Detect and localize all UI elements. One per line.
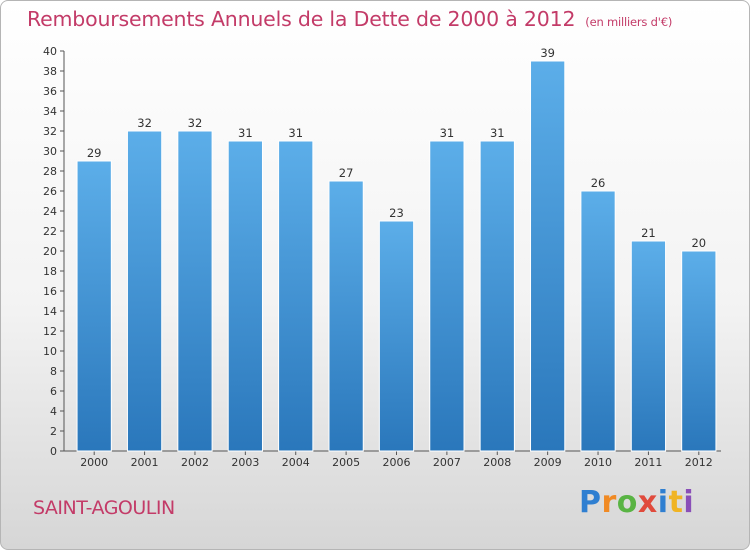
- y-tick-label: 10: [43, 345, 57, 358]
- bar-2006: [378, 220, 415, 452]
- data-label-2006: 23: [389, 206, 404, 220]
- y-tick-label: 14: [43, 305, 57, 318]
- y-tick-label: 12: [43, 325, 57, 338]
- y-tick-label: 16: [43, 285, 57, 298]
- y-tick-label: 8: [50, 365, 57, 378]
- y-tick-label: 30: [43, 145, 57, 158]
- bar-2010: [580, 190, 616, 452]
- bar-2007: [429, 140, 465, 452]
- x-tick-label: 2003: [231, 456, 259, 469]
- bar-2008: [479, 140, 515, 452]
- y-tick-label: 34: [43, 105, 57, 118]
- y-tick-label: 18: [43, 265, 57, 278]
- bar-2002: [177, 130, 213, 452]
- y-tick-label: 38: [43, 65, 57, 78]
- bar-2005: [328, 180, 364, 452]
- x-tick-label: 2002: [181, 456, 209, 469]
- x-tick-label: 2005: [332, 456, 360, 469]
- data-label-2001: 32: [137, 116, 152, 130]
- x-tick-label: 2000: [80, 456, 108, 469]
- y-tick-label: 22: [43, 225, 57, 238]
- y-tick-label: 28: [43, 165, 57, 178]
- data-label-2007: 31: [440, 126, 455, 140]
- data-label-2011: 21: [641, 226, 656, 240]
- data-label-2004: 31: [288, 126, 303, 140]
- y-tick-label: 24: [43, 205, 57, 218]
- y-tick-label: 2: [50, 425, 57, 438]
- y-tick-label: 32: [43, 125, 57, 138]
- proxiti-logo: Proxiti: [579, 485, 695, 520]
- data-label-2010: 26: [591, 176, 606, 190]
- data-label-2012: 20: [691, 236, 706, 250]
- y-tick-label: 0: [50, 445, 57, 458]
- town-name: SAINT-AGOULIN: [33, 497, 175, 519]
- axes: 0246810121416182022242628303234363840200…: [43, 45, 721, 469]
- chart-title: Remboursements Annuels de la Dette de 20…: [27, 7, 673, 31]
- bar-2000: [76, 160, 112, 452]
- data-label-2002: 32: [188, 116, 203, 130]
- data-label-2008: 31: [490, 126, 505, 140]
- y-tick-label: 4: [50, 405, 57, 418]
- data-label-2003: 31: [238, 126, 253, 140]
- data-labels: 29 32 32 31 31 27 23 31 31 39 26 21 20: [87, 46, 706, 250]
- data-label-2009: 39: [540, 46, 555, 60]
- bar-2012: [681, 250, 717, 452]
- x-tick-label: 2004: [282, 456, 310, 469]
- y-tick-label: 6: [50, 385, 57, 398]
- bar-2009: [530, 60, 566, 452]
- x-tick-label: 2011: [634, 456, 662, 469]
- bar-2001: [126, 130, 163, 452]
- y-tick-label: 36: [43, 85, 57, 98]
- x-tick-label: 2009: [534, 456, 562, 469]
- y-tick-label: 40: [43, 45, 57, 58]
- bar-2004: [278, 140, 314, 452]
- bar-2011: [630, 240, 667, 452]
- chart-subtitle: (en milliers d'€): [585, 15, 673, 29]
- x-tick-label: 2010: [584, 456, 612, 469]
- y-tick-label: 26: [43, 185, 57, 198]
- x-tick-label: 2006: [383, 456, 411, 469]
- y-tick-label: 20: [43, 245, 57, 258]
- x-tick-label: 2001: [131, 456, 159, 469]
- x-tick-label: 2007: [433, 456, 461, 469]
- bars: [76, 60, 717, 452]
- x-tick-label: 2008: [483, 456, 511, 469]
- x-tick-label: 2012: [685, 456, 713, 469]
- data-label-2005: 27: [339, 166, 354, 180]
- bar-2003: [227, 140, 263, 452]
- data-label-2000: 29: [87, 146, 102, 160]
